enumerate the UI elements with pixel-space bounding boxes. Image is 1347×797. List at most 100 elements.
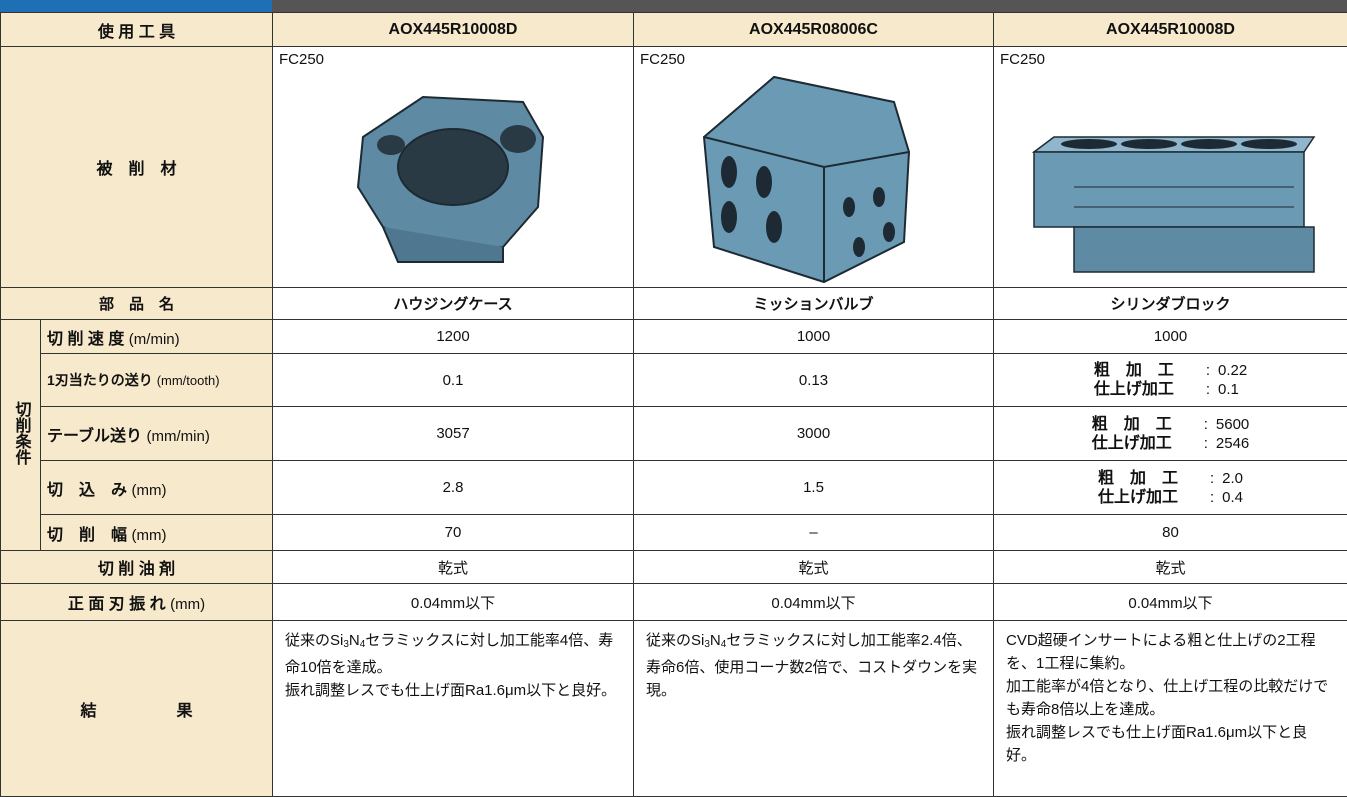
- paragraph: 加工能率が4倍となり、仕上げ工程の比較だけでも寿命8倍以上を達成。: [1006, 675, 1337, 721]
- value: 0.1: [273, 354, 634, 407]
- paragraph: 従来のSi3N4セラミックスに対し加工能率4倍、寿命10倍を達成。: [285, 629, 623, 679]
- pairs: 粗 加 工:2.0 仕上げ加工:0.4: [1098, 469, 1243, 507]
- block-image: [994, 47, 1347, 287]
- part-name: シリンダブロック: [994, 288, 1347, 320]
- value: 1.5: [634, 461, 994, 515]
- top-bar-accent: [0, 0, 272, 12]
- unit: (mm): [170, 596, 205, 613]
- paragraph: 従来のSi3N4セラミックスに対し加工能率2.4倍、寿命6倍、使用コーナ数2倍で…: [646, 629, 983, 702]
- value: 80: [994, 515, 1347, 551]
- condition-row: 切 削 幅 (mm) 70 – 80: [1, 515, 1347, 551]
- conditions-label: 切削条件: [9, 401, 33, 465]
- condition-label: 切 削 幅 (mm): [41, 515, 273, 551]
- label: テーブル送り: [47, 428, 142, 445]
- value: 粗 加 工:0.22 仕上げ加工:0.1: [994, 354, 1347, 407]
- unit: (mm): [131, 482, 166, 499]
- unit: (m/min): [129, 331, 180, 348]
- pairs: 粗 加 工:0.22 仕上げ加工:0.1: [1094, 361, 1247, 399]
- material-cell: FC250: [634, 47, 994, 288]
- material-label: 被 削 材: [1, 47, 273, 288]
- pair-value: 5600: [1216, 416, 1249, 433]
- tool: AOX445R10008D: [994, 13, 1347, 47]
- part-row: 部 品 名 ハウジングケース ミッションバルブ シリンダブロック: [1, 288, 1347, 320]
- pair-value: 0.1: [1218, 381, 1239, 398]
- condition-row: 切削条件 切 削 速 度 (m/min) 1200 1000 1000: [1, 320, 1347, 354]
- condition-row: テーブル送り (mm/min) 3057 3000 粗 加 工:5600 仕上げ…: [1, 407, 1347, 461]
- housing-image: [273, 47, 633, 287]
- value: 粗 加 工:5600 仕上げ加工:2546: [994, 407, 1347, 461]
- part-name: ミッションバルブ: [634, 288, 994, 320]
- pair-label: 粗 加 工: [1092, 415, 1196, 434]
- pair-label: 仕上げ加工: [1094, 380, 1198, 399]
- pair-value: 0.22: [1218, 362, 1247, 379]
- result-label: 結 果: [1, 621, 273, 797]
- condition-row: 1刃当たりの送り (mm/tooth) 0.1 0.13 粗 加 工:0.22 …: [1, 354, 1347, 407]
- label: 切 削 速 度: [47, 331, 124, 348]
- part-name: ハウジングケース: [273, 288, 634, 320]
- paragraph: 振れ調整レスでも仕上げ面Ra1.6μm以下と良好。: [285, 679, 623, 702]
- value: 3057: [273, 407, 634, 461]
- unit: (mm/min): [147, 428, 210, 445]
- header-label: 使 用 工 具: [1, 13, 273, 47]
- paragraph: 振れ調整レスでも仕上げ面Ra1.6μm以下と良好。: [1006, 721, 1337, 767]
- value: 1000: [994, 320, 1347, 354]
- sep: :: [1206, 381, 1210, 398]
- result-text: 従来のSi3N4セラミックスに対し加工能率4倍、寿命10倍を達成。 振れ調整レス…: [273, 621, 634, 797]
- spec-table: 使 用 工 具 AOX445R10008D AOX445R08006C AOX4…: [0, 12, 1347, 797]
- material-cell: FC250: [994, 47, 1347, 288]
- sep: :: [1210, 489, 1214, 506]
- pair-label: 粗 加 工: [1094, 361, 1198, 380]
- pair-value: 2546: [1216, 435, 1249, 452]
- result-row: 結 果 従来のSi3N4セラミックスに対し加工能率4倍、寿命10倍を達成。 振れ…: [1, 621, 1347, 797]
- pair-label: 粗 加 工: [1098, 469, 1202, 488]
- sep: :: [1204, 435, 1208, 452]
- coolant-row: 切 削 油 剤 乾式 乾式 乾式: [1, 551, 1347, 584]
- tool: AOX445R08006C: [634, 13, 994, 47]
- material-cell: FC250: [273, 47, 634, 288]
- value: 70: [273, 515, 634, 551]
- paragraph: CVD超硬インサートによる粗と仕上げの2工程を、1工程に集約。: [1006, 629, 1337, 675]
- label: 正 面 刃 振 れ: [68, 596, 166, 613]
- value: 1000: [634, 320, 994, 354]
- tool: AOX445R10008D: [273, 13, 634, 47]
- value: 粗 加 工:2.0 仕上げ加工:0.4: [994, 461, 1347, 515]
- result-text: 従来のSi3N4セラミックスに対し加工能率2.4倍、寿命6倍、使用コーナ数2倍で…: [634, 621, 994, 797]
- condition-label: 切 削 速 度 (m/min): [41, 320, 273, 354]
- sep: :: [1210, 470, 1214, 487]
- runout-row: 正 面 刃 振 れ (mm) 0.04mm以下 0.04mm以下 0.04mm以…: [1, 584, 1347, 621]
- runout-label: 正 面 刃 振 れ (mm): [1, 584, 273, 621]
- pair-label: 仕上げ加工: [1092, 434, 1196, 453]
- text: N: [349, 632, 360, 649]
- material-text: FC250: [1000, 51, 1045, 68]
- condition-label: テーブル送り (mm/min): [41, 407, 273, 461]
- value: 0.04mm以下: [634, 584, 994, 621]
- label: 1刃当たりの送り: [47, 372, 153, 388]
- material-text: FC250: [279, 51, 324, 68]
- sep: :: [1204, 416, 1208, 433]
- value: 乾式: [273, 551, 634, 584]
- pair-value: 2.0: [1222, 470, 1243, 487]
- pair-value: 0.4: [1222, 489, 1243, 506]
- value: 0.13: [634, 354, 994, 407]
- label: 切 削 幅: [47, 527, 127, 544]
- label: 切 込 み: [47, 482, 127, 499]
- valve-image: [634, 47, 994, 287]
- sep: :: [1206, 362, 1210, 379]
- text: N: [710, 632, 721, 649]
- top-bar: [0, 0, 1347, 12]
- result-text: CVD超硬インサートによる粗と仕上げの2工程を、1工程に集約。 加工能率が4倍と…: [994, 621, 1347, 797]
- header-row: 使 用 工 具 AOX445R10008D AOX445R08006C AOX4…: [1, 13, 1347, 47]
- value: 乾式: [634, 551, 994, 584]
- coolant-label: 切 削 油 剤: [1, 551, 273, 584]
- unit: (mm/tooth): [157, 373, 220, 388]
- text: 従来のSi: [285, 632, 343, 649]
- text: 従来のSi: [646, 632, 704, 649]
- condition-row: 切 込 み (mm) 2.8 1.5 粗 加 工:2.0 仕上げ加工:0.4: [1, 461, 1347, 515]
- value: 0.04mm以下: [994, 584, 1347, 621]
- value: 3000: [634, 407, 994, 461]
- material-text: FC250: [640, 51, 685, 68]
- condition-label: 1刃当たりの送り (mm/tooth): [41, 354, 273, 407]
- value: –: [634, 515, 994, 551]
- part-label: 部 品 名: [1, 288, 273, 320]
